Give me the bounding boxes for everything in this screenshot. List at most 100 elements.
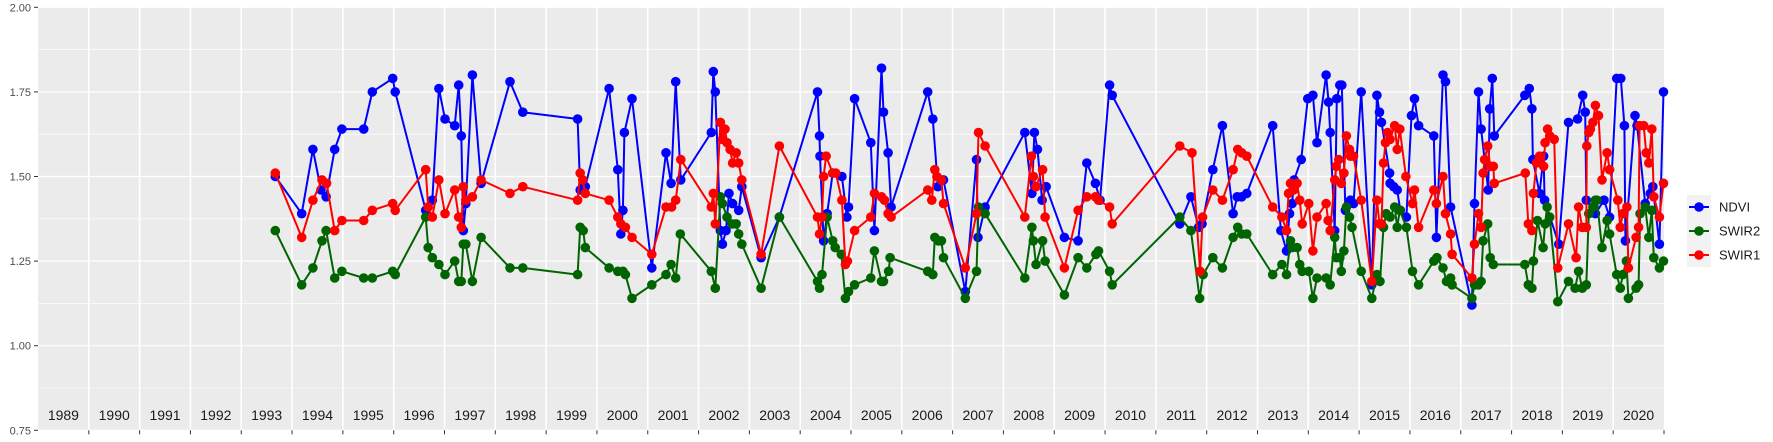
year-label: 2002 bbox=[708, 407, 739, 423]
data-point-ndvi bbox=[1356, 87, 1366, 97]
data-point-swir1 bbox=[1395, 124, 1405, 134]
year-label: 2017 bbox=[1471, 407, 1502, 423]
data-point-swir2 bbox=[1031, 259, 1041, 270]
year-label: 2003 bbox=[759, 407, 790, 423]
data-point-ndvi bbox=[387, 73, 398, 84]
y-tick-label: 1.75 bbox=[10, 87, 31, 99]
data-point-ndvi bbox=[706, 127, 717, 138]
data-point-swir1 bbox=[1479, 154, 1490, 165]
data-point-swir2 bbox=[423, 242, 434, 253]
data-point-swir2 bbox=[1413, 280, 1424, 290]
year-label: 2007 bbox=[962, 407, 993, 423]
data-point-ndvi bbox=[849, 93, 860, 104]
data-point-swir2 bbox=[938, 252, 949, 263]
data-point-swir1 bbox=[337, 215, 347, 226]
data-point-swir1 bbox=[1649, 192, 1659, 202]
data-point-swir2 bbox=[883, 266, 894, 277]
data-point-swir1 bbox=[1341, 131, 1352, 141]
data-point-ndvi bbox=[572, 114, 583, 124]
data-point-swir2 bbox=[843, 286, 854, 297]
data-point-swir1 bbox=[1187, 148, 1197, 158]
data-point-ndvi bbox=[814, 131, 825, 141]
data-point-ndvi bbox=[1325, 127, 1335, 138]
data-point-swir1 bbox=[1334, 154, 1344, 165]
year-label: 2019 bbox=[1572, 407, 1603, 423]
data-point-ndvi bbox=[1073, 236, 1083, 246]
data-point-ndvi bbox=[733, 205, 744, 216]
data-point-swir1 bbox=[1413, 222, 1424, 233]
data-point-ndvi bbox=[308, 144, 318, 155]
data-point-swir2 bbox=[604, 263, 614, 273]
data-point-ndvi bbox=[1037, 195, 1047, 205]
data-point-ndvi bbox=[1267, 120, 1278, 131]
year-label: 1995 bbox=[353, 407, 384, 423]
data-point-swir2 bbox=[1633, 280, 1644, 290]
data-point-swir1 bbox=[869, 188, 880, 199]
data-point-swir1 bbox=[1107, 219, 1117, 229]
data-point-swir2 bbox=[1401, 222, 1412, 233]
data-point-swir2 bbox=[830, 242, 840, 253]
data-point-swir2 bbox=[1532, 215, 1543, 226]
year-labels: 1989 1990 1991 1992 1993 1994 1995 1996 1997 1998… bbox=[48, 407, 1655, 423]
y-axis: 0.75 1.00 1.25 1.50 1.75 2.00 bbox=[10, 2, 38, 437]
data-point-swir2 bbox=[1618, 269, 1628, 280]
data-point-swir1 bbox=[866, 212, 876, 222]
data-point-ndvi bbox=[1440, 76, 1451, 87]
data-point-swir1 bbox=[1031, 181, 1041, 192]
data-point-ndvi bbox=[1348, 198, 1359, 209]
data-point-ndvi bbox=[812, 87, 823, 97]
data-point-swir2 bbox=[1592, 195, 1602, 205]
data-point-ndvi bbox=[1020, 127, 1030, 138]
data-point-swir1 bbox=[1590, 100, 1601, 111]
data-point-ndvi bbox=[1406, 110, 1417, 121]
data-point-swir1 bbox=[733, 158, 744, 168]
data-point-swir1 bbox=[731, 148, 741, 158]
data-point-swir1 bbox=[1438, 171, 1448, 182]
year-label: 2004 bbox=[810, 407, 841, 423]
data-point-swir1 bbox=[1440, 208, 1451, 219]
data-point-ndvi bbox=[1374, 107, 1385, 117]
data-point-ndvi bbox=[1654, 239, 1665, 249]
data-point-ndvi bbox=[1332, 93, 1342, 104]
data-point-swir1 bbox=[1623, 263, 1634, 273]
data-point-ndvi bbox=[1337, 80, 1347, 90]
data-point-ndvi bbox=[1082, 158, 1092, 168]
data-point-swir1 bbox=[453, 212, 464, 222]
data-point-ndvi bbox=[619, 127, 630, 138]
year-label: 1996 bbox=[404, 407, 435, 423]
data-point-swir1 bbox=[1658, 178, 1669, 189]
data-point-swir1 bbox=[467, 192, 478, 202]
data-point-swir2 bbox=[317, 236, 327, 246]
data-point-ndvi bbox=[613, 164, 623, 175]
data-point-swir2 bbox=[980, 208, 990, 219]
data-point-swir2 bbox=[885, 252, 895, 263]
data-point-ndvi bbox=[721, 225, 731, 236]
data-point-swir2 bbox=[1312, 273, 1322, 283]
data-point-swir1 bbox=[1378, 158, 1389, 168]
data-point-swir2 bbox=[1563, 276, 1574, 287]
data-point-swir2 bbox=[1520, 259, 1530, 270]
data-point-ndvi bbox=[1090, 178, 1101, 189]
data-point-swir2 bbox=[836, 249, 847, 260]
data-point-swir2 bbox=[1544, 212, 1555, 222]
data-point-ndvi bbox=[1577, 90, 1588, 101]
data-point-swir2 bbox=[1277, 259, 1287, 270]
data-point-swir1 bbox=[1528, 188, 1539, 199]
data-point-ndvi bbox=[928, 114, 938, 124]
data-point-ndvi bbox=[1186, 192, 1196, 202]
data-point-swir1 bbox=[1489, 178, 1500, 189]
data-point-swir2 bbox=[390, 269, 401, 280]
data-point-swir1 bbox=[1409, 185, 1420, 195]
data-point-swir1 bbox=[1037, 164, 1048, 175]
data-point-ndvi bbox=[710, 87, 721, 97]
data-point-swir1 bbox=[358, 215, 369, 226]
data-point-swir1 bbox=[434, 175, 444, 185]
data-point-swir2 bbox=[1432, 252, 1442, 263]
data-point-swir1 bbox=[390, 205, 401, 216]
data-point-swir1 bbox=[1573, 202, 1584, 212]
data-point-swir1 bbox=[1431, 198, 1442, 209]
data-point-ndvi bbox=[467, 70, 478, 80]
data-point-ndvi bbox=[922, 87, 933, 97]
data-point-ndvi bbox=[866, 137, 876, 148]
data-point-swir2 bbox=[580, 242, 591, 253]
